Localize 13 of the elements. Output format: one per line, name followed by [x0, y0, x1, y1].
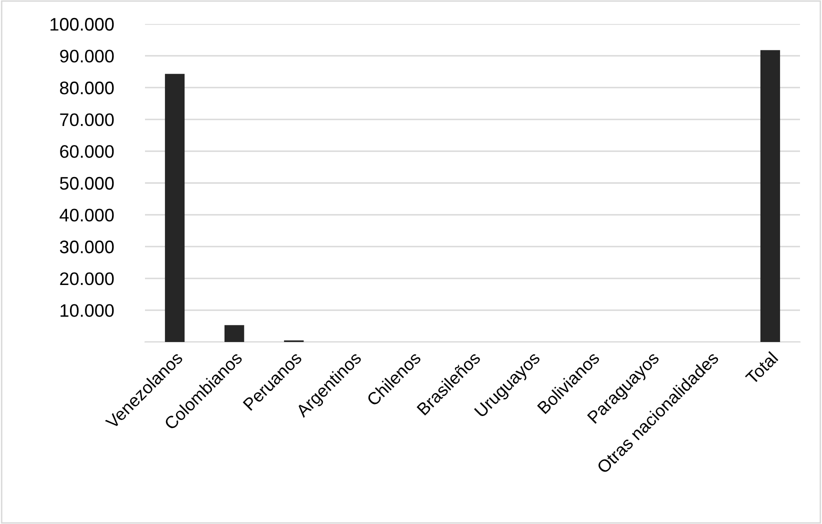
bar [224, 325, 244, 342]
y-tick-label: 50.000 [60, 176, 114, 190]
y-tick-label: 100.000 [50, 18, 114, 31]
y-tick-label: 40.000 [60, 208, 114, 222]
y-tick-label: 20.000 [60, 272, 114, 286]
bar [164, 74, 185, 342]
y-tick-label: 10.000 [60, 304, 114, 317]
y-tick-label: 30.000 [60, 240, 114, 254]
y-tick-label: 80.000 [60, 82, 114, 94]
y-tick-label: 60.000 [60, 145, 114, 158]
bar [760, 50, 780, 342]
y-tick-label: 70.000 [60, 113, 114, 126]
y-tick-label: 90.000 [60, 50, 114, 63]
